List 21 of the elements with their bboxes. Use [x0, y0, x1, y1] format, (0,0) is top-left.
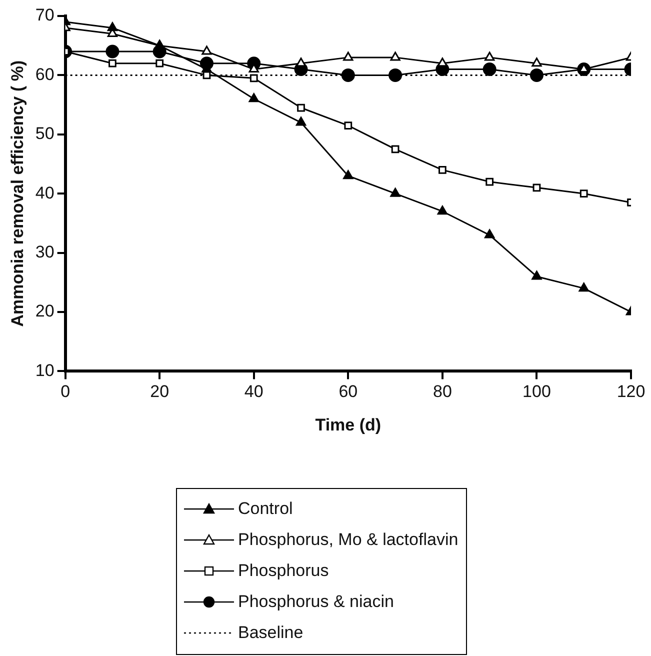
legend-label: Phosphorus, Mo & lactoflavin [238, 530, 458, 550]
x-axis-title: Time (d) [315, 415, 382, 434]
y-tick-label: 20 [35, 302, 54, 321]
y-tick-label: 30 [35, 242, 54, 262]
y-axis-title: Ammonia removal efficiency ( %) [8, 60, 27, 327]
y-tick-label: 40 [35, 183, 54, 202]
legend-label: Phosphorus [238, 560, 329, 580]
y-tick-label: 50 [35, 124, 54, 144]
legend-label: Phosphorus & niacin [238, 592, 394, 612]
y-tick-label: 10 [35, 360, 54, 380]
x-tick-label: 0 [60, 382, 70, 402]
x-tick-label: 120 [616, 382, 646, 402]
x-tick-label: 60 [338, 382, 358, 402]
x-tick-label: 80 [432, 382, 452, 402]
legend-label: Baseline [238, 622, 304, 642]
x-tick-label: 20 [150, 382, 170, 402]
legend-label: Control [238, 498, 293, 518]
y-tick-label: 70 [35, 6, 54, 25]
x-tick-label: 100 [522, 382, 551, 402]
x-tick-label: 40 [244, 382, 264, 402]
y-tick-label: 60 [35, 64, 54, 84]
